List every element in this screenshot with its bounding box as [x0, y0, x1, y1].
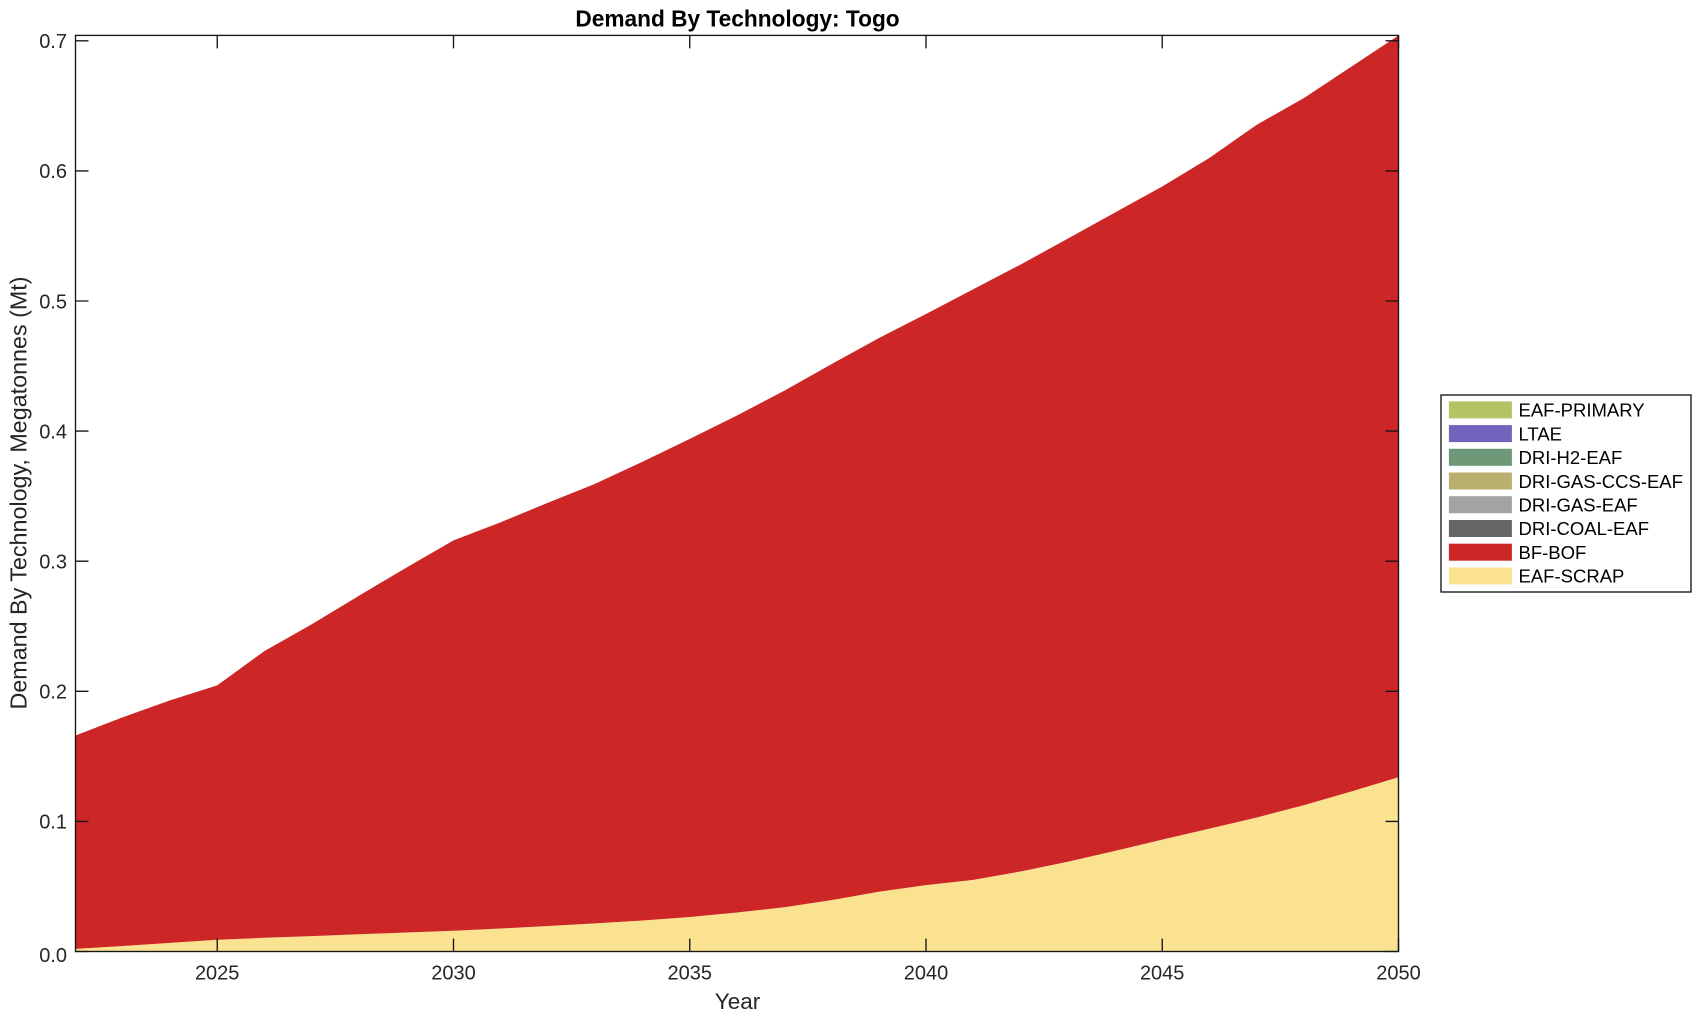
svg-text:0.5: 0.5 [39, 291, 67, 313]
svg-text:0.1: 0.1 [39, 812, 67, 834]
svg-text:LTAE: LTAE [1519, 423, 1563, 444]
svg-text:DRI-GAS-EAF: DRI-GAS-EAF [1519, 495, 1638, 516]
svg-text:2030: 2030 [431, 963, 476, 985]
svg-text:EAF-PRIMARY: EAF-PRIMARY [1519, 400, 1645, 421]
svg-text:2040: 2040 [904, 963, 949, 985]
svg-text:DRI-H2-EAF: DRI-H2-EAF [1519, 447, 1623, 468]
svg-text:Demand By Technology, Megatonn: Demand By Technology, Megatonnes (Mt) [6, 277, 32, 710]
svg-text:2045: 2045 [1140, 963, 1185, 985]
svg-text:0.6: 0.6 [39, 161, 67, 183]
svg-text:0.2: 0.2 [39, 682, 67, 704]
svg-text:2035: 2035 [668, 963, 713, 985]
svg-text:0.7: 0.7 [39, 31, 67, 53]
svg-text:Year: Year [715, 989, 761, 1014]
svg-text:0.3: 0.3 [39, 552, 67, 574]
svg-text:2050: 2050 [1376, 963, 1421, 985]
svg-text:BF-BOF: BF-BOF [1519, 542, 1587, 563]
svg-text:EAF-SCRAP: EAF-SCRAP [1519, 566, 1625, 587]
svg-text:DRI-COAL-EAF: DRI-COAL-EAF [1519, 518, 1650, 539]
svg-text:Demand By Technology: Togo: Demand By Technology: Togo [575, 5, 899, 31]
svg-text:DRI-GAS-CCS-EAF: DRI-GAS-CCS-EAF [1519, 471, 1683, 492]
svg-text:0.0: 0.0 [39, 945, 67, 967]
svg-text:0.4: 0.4 [39, 421, 67, 443]
svg-text:2025: 2025 [195, 963, 240, 985]
